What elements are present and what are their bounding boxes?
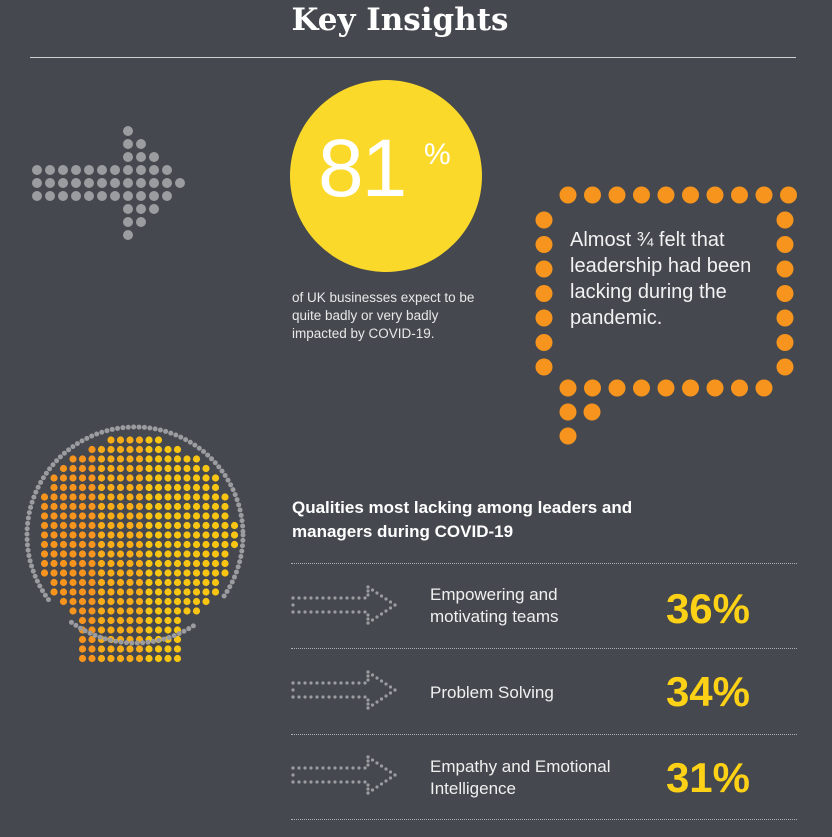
stat-unit: % bbox=[424, 138, 451, 171]
quality-percent: 36% bbox=[665, 585, 750, 632]
divider bbox=[291, 734, 797, 735]
divider bbox=[291, 563, 797, 564]
quality-label: Problem Solving bbox=[430, 683, 554, 702]
qualities-heading: Qualities most lacking among leaders and… bbox=[292, 498, 633, 541]
outline-arrow-icon bbox=[291, 755, 397, 795]
quality-percent: 31% bbox=[665, 754, 750, 801]
quality-percent: 34% bbox=[665, 668, 750, 715]
dotted-head-icon bbox=[24, 424, 246, 663]
outline-arrow-icon bbox=[291, 670, 397, 710]
quote-text: Almost ¾ felt that leadership had been l… bbox=[570, 229, 752, 329]
title-divider bbox=[30, 57, 796, 58]
stat-value: 81 bbox=[318, 123, 407, 214]
quality-label: Empathy and Emotional Intelligence bbox=[430, 757, 611, 798]
speech-bubble-icon bbox=[535, 186, 797, 445]
divider bbox=[291, 819, 797, 820]
divider bbox=[291, 648, 797, 649]
outline-arrow-icon bbox=[291, 585, 397, 625]
page-title: Key Insights bbox=[291, 2, 509, 38]
stat-caption: of UK businesses expect to be quite badl… bbox=[292, 290, 475, 341]
dotted-arrow-icon bbox=[32, 126, 185, 240]
quality-label: Empowering and motivating teams bbox=[430, 585, 559, 626]
stat-circle bbox=[290, 80, 482, 272]
